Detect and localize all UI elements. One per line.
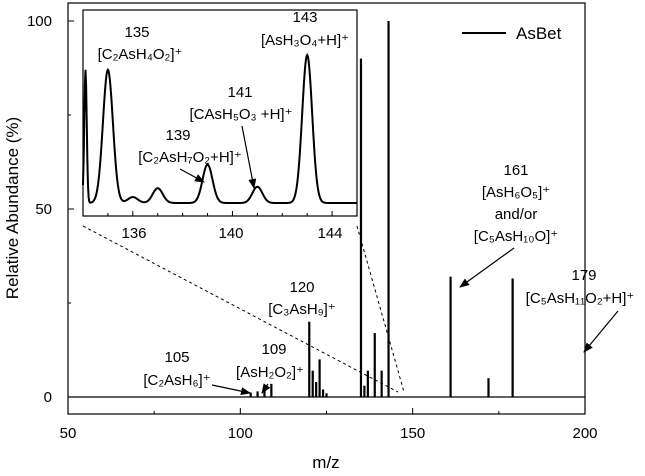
annotation-179-mz: 179 [571, 267, 596, 284]
annotation-161-mz: 161 [503, 162, 528, 179]
annotation-135-formula: [C₂AsH₄O₂]⁺ [98, 46, 183, 63]
inset-tick-label-144: 144 [317, 225, 342, 242]
annotation-161-line1: [AsH₆O₅]⁺ [482, 184, 550, 201]
legend-label: AsBet [516, 24, 562, 43]
annotation-105-mz: 105 [164, 349, 189, 366]
arrow-109 [261, 383, 271, 394]
arrow-139 [179, 168, 205, 183]
y-tick-label-0: 0 [44, 389, 52, 406]
annotation-139-mz: 139 [165, 127, 190, 144]
annotation-161-line2: and/or [495, 206, 538, 223]
annotation-141-mz: 141 [227, 84, 252, 101]
annotation-120-line1: [C₃AsH₉]⁺ [268, 301, 335, 318]
annotation-120-mz: 120 [289, 279, 314, 296]
annotation-143-formula: [AsH₃O₄+H]⁺ [261, 32, 349, 49]
x-tick-label-200: 200 [572, 425, 597, 442]
x-tick-label-150: 150 [400, 425, 425, 442]
arrow-141 [241, 125, 257, 189]
annotation-161-line3: [C₅AsH₁₀O]⁺ [474, 228, 558, 245]
annotation-109-line1: [AsH₂O₂]⁺ [236, 364, 304, 381]
inset-tick-label-140: 140 [218, 225, 243, 242]
inset-tick-label-136: 136 [121, 225, 146, 242]
annotation-179-line1: [C₅AsH₁₁O₂+H]⁺ [526, 290, 635, 307]
x-axis-title: m/z [312, 453, 339, 472]
arrow-105 [211, 384, 251, 396]
annotation-143-mz: 143 [292, 9, 317, 26]
x-tick-label-100: 100 [228, 425, 253, 442]
annotation-105-line1: [C₂AsH₆]⁺ [143, 372, 210, 389]
inset-plot: 136 140 144 [82, 9, 358, 242]
annotation-141-formula: [CAsH₅O₃ +H]⁺ [189, 106, 292, 123]
axis-ticks [67, 20, 586, 414]
annotation-109-mz: 109 [261, 341, 286, 358]
x-tick-label-50: 50 [60, 425, 77, 442]
y-tick-label-50: 50 [35, 201, 52, 218]
inset-profile-line [82, 52, 357, 204]
y-axis-title: Relative Abundance (%) [3, 117, 22, 299]
zoom-guide-right [356, 225, 405, 393]
arrow-179 [583, 310, 619, 353]
zoom-guide-left [82, 225, 399, 393]
arrow-161 [459, 247, 515, 288]
annotation-139-formula: [C₂AsH₇O₂+H]⁺ [138, 149, 241, 166]
annotation-135-mz: 135 [124, 24, 149, 41]
y-tick-label-100: 100 [27, 13, 52, 30]
annotation-arrows [179, 125, 619, 396]
